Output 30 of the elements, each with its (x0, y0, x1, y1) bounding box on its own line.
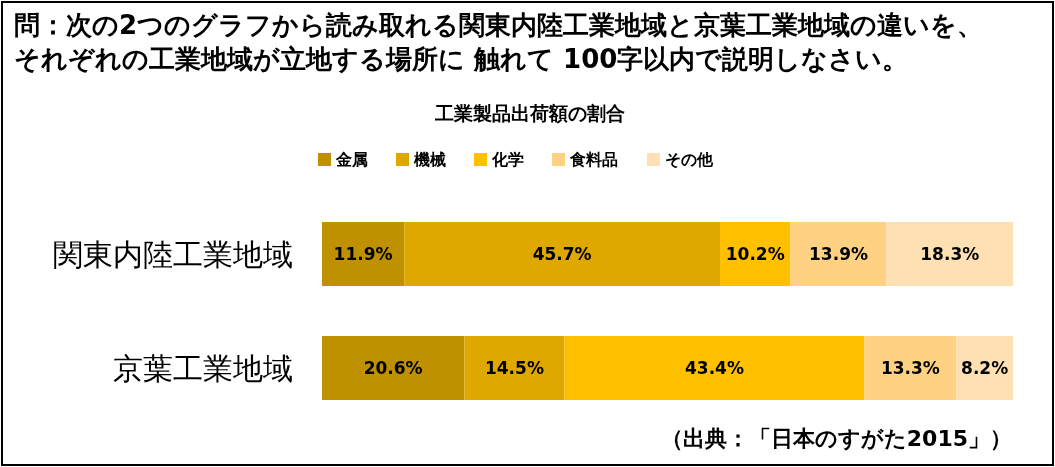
bar (790, 222, 887, 286)
bar (720, 222, 791, 286)
bar (886, 222, 1013, 286)
data-label: 10.2% (725, 244, 785, 264)
y-tick-label: 関東内陸工業地域 (53, 238, 293, 271)
data-label: 13.9% (809, 244, 869, 264)
bar (404, 222, 721, 286)
text: 問：次の2つのグラフから読み取れる関東内陸工業地域と京葉工業地域の違いを、それぞれの工業地域が立地する場所に 触れて 100字以内で説明しなさい。 (14, 9, 985, 76)
chart-title: 工業製品出荷額の割合 (434, 102, 625, 124)
bar (564, 336, 865, 400)
legend-label: 食料品 (569, 150, 618, 169)
data-label: 43.4% (685, 358, 744, 378)
data-label: 14.5% (484, 358, 544, 378)
data-label: 20.6% (363, 358, 423, 378)
legend-label: 化学 (491, 150, 524, 169)
data-label: 45.7% (532, 244, 592, 264)
legend-label: その他 (665, 150, 714, 169)
legend-label: 金属 (335, 150, 368, 169)
text: （出典：「日本のすがた2015」） (660, 426, 1012, 451)
legend-label: 機械 (413, 150, 446, 169)
bar (322, 336, 465, 400)
bar (956, 336, 1013, 400)
data-label: 8.2% (961, 358, 1009, 378)
data-label: 13.3% (880, 358, 940, 378)
bar (864, 336, 957, 400)
y-tick-label: 京葉工業地域 (113, 352, 293, 385)
bar (464, 336, 565, 400)
data-label: 11.9% (333, 244, 393, 264)
bar (322, 222, 405, 286)
data-label: 18.3% (920, 244, 980, 264)
